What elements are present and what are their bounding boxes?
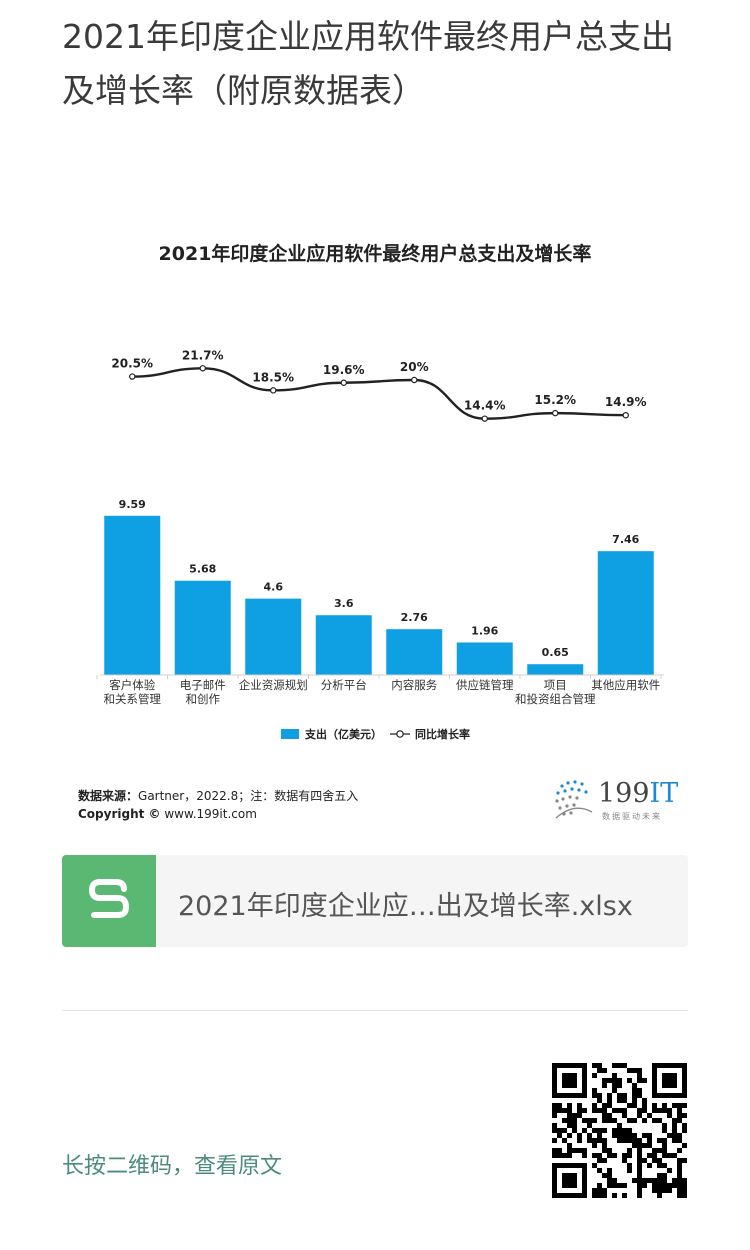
bar-4 (386, 629, 443, 675)
growth-label-6: 15.2% (534, 393, 576, 407)
qr-hint: 长按二维码，查看原文 (62, 1154, 283, 1179)
x-tick-label-5-0: 供应链管理 (456, 678, 514, 692)
growth-label-5: 14.4% (464, 399, 506, 413)
bar-6 (527, 664, 584, 675)
copyright-label: Copyright © (78, 807, 161, 821)
legend-swatch-spending (281, 729, 299, 739)
dotted-globe-icon (555, 780, 593, 819)
x-tick-label-7-0: 其他应用软件 (591, 678, 660, 692)
growth-point-0 (129, 373, 136, 380)
chart-title: 2021年印度企业应用软件最终用户总支出及增长率 (159, 242, 592, 265)
brand-slogan: 数据驱动未来 (602, 812, 662, 821)
legend-label-growth: 同比增长率 (415, 727, 470, 741)
growth-label-7: 14.9% (605, 395, 647, 409)
x-tick-label-0-1: 和关系管理 (104, 692, 162, 706)
article-title: 2021年印度企业应用软件最终用户总支出及增长率（附原数据表） (62, 17, 674, 110)
bar-2 (245, 598, 302, 675)
brand-name-number: 199 (598, 778, 650, 809)
bar-value-label-0: 9.59 (119, 498, 146, 511)
growth-label-4: 20% (400, 360, 429, 374)
source-note: 数据来源：Gartner，2022.8；注：数据有四舍五入 (78, 787, 358, 804)
legend-swatch-growth-point (396, 730, 404, 738)
bar-value-label-5: 1.96 (471, 624, 498, 637)
bar-7 (597, 551, 654, 675)
growth-point-2 (270, 387, 277, 394)
brand-logo: 199IT 数据驱动未来 (552, 778, 682, 824)
spreadsheet-icon (62, 855, 156, 947)
x-tick-label-0-0: 客户体验 (109, 678, 155, 692)
bar-value-label-1: 5.68 (189, 563, 216, 576)
bar-5 (456, 642, 513, 675)
growth-label-0: 20.5% (111, 357, 153, 371)
growth-point-7 (622, 411, 629, 419)
divider (62, 1010, 688, 1011)
x-tick-label-6-1: 和投资组合管理 (515, 692, 596, 706)
x-tick-label-1-0: 电子邮件 (180, 678, 226, 692)
bar-value-label-4: 2.76 (401, 611, 428, 624)
file-attachment-card[interactable]: 2021年印度企业应…出及增长率.xlsx (62, 855, 688, 947)
source-label: 数据来源： (78, 789, 139, 803)
bar-3 (315, 615, 372, 675)
file-name: 2021年印度企业应…出及增长率.xlsx (178, 891, 633, 922)
copyright-note: Copyright © www.199it.com (78, 807, 257, 821)
growth-point-4 (411, 376, 418, 384)
growth-line (132, 367, 626, 420)
x-tick-label-3-0: 分析平台 (321, 678, 367, 692)
x-tick-label-2-0: 企业资源规划 (239, 678, 308, 692)
x-tick-label-1-1: 和创作 (186, 692, 221, 706)
legend-label-spending: 支出（亿美元） (304, 727, 382, 741)
bar-value-label-3: 3.6 (334, 597, 354, 610)
growth-point-5 (481, 415, 488, 422)
growth-point-6 (552, 409, 559, 417)
growth-point-3 (340, 379, 347, 386)
copyright-text: www.199it.com (160, 807, 257, 821)
qr-code[interactable] (552, 1063, 687, 1198)
growth-label-2: 18.5% (252, 370, 294, 384)
growth-label-3: 19.6% (323, 363, 365, 377)
bar-value-label-6: 0.65 (542, 646, 569, 659)
growth-point-1 (199, 365, 206, 372)
x-tick-label-4-0: 内容服务 (391, 678, 437, 692)
brand-name-it: IT (649, 778, 679, 809)
bar-value-label-7: 7.46 (612, 533, 639, 546)
bar-value-label-2: 4.6 (264, 581, 284, 594)
bar-1 (174, 580, 231, 675)
growth-label-1: 21.7% (182, 348, 224, 362)
x-tick-label-6-0: 项目 (544, 678, 567, 692)
brand-name: 199IT (598, 778, 678, 809)
bar-0 (104, 515, 161, 675)
chart-image: 2021年印度企业应用软件最终用户总支出及增长率 9.59 客户体验 和关系管理 5.6… (62, 220, 688, 830)
source-text: Gartner，2022.8；注：数据有四舍五入 (138, 789, 359, 803)
